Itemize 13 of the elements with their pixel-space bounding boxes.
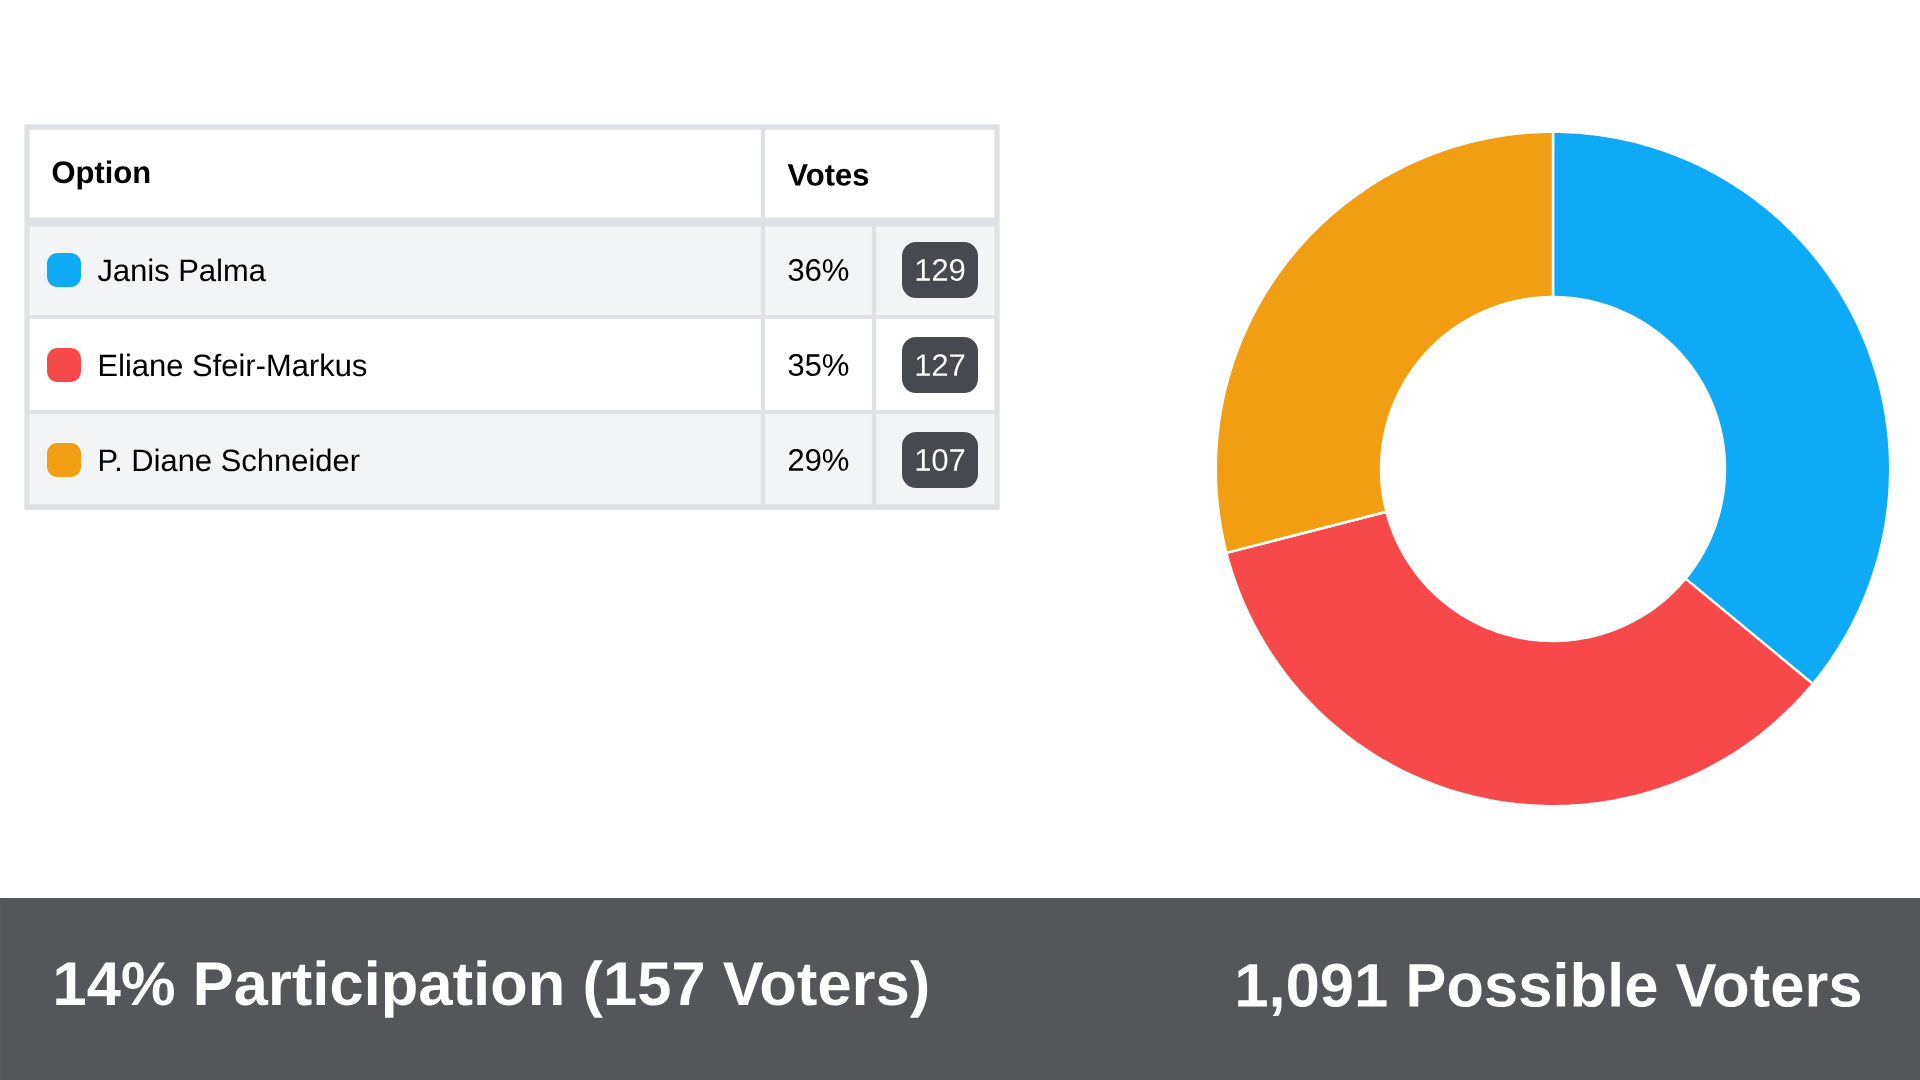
text: 14% Participation (157 Voters) [56,960,928,1018]
legend-label: Eliane Sfeir-Markus [99,353,367,377]
text: 107 [916,449,965,471]
data-label: 36% [788,259,849,281]
text: 129 [916,259,965,281]
data-label: 35% [788,354,849,376]
legend-label: Janis Palma [97,258,266,282]
legend-label: P. Diane Schneider [99,448,360,472]
data-label: 29% [788,449,849,471]
text: 127 [916,354,965,376]
legend-title: Option [52,160,150,190]
text: Votes [787,164,869,186]
text: 1,091 Possible Voters [1238,961,1861,1017]
